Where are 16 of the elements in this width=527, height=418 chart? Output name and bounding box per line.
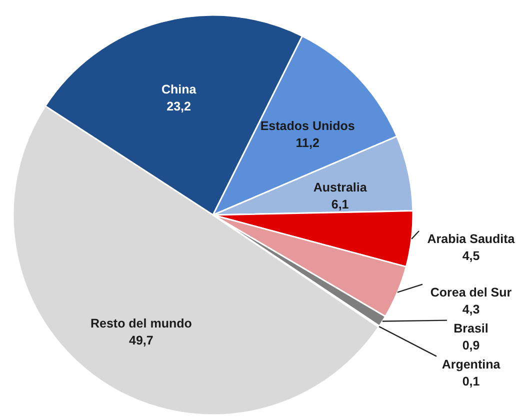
data-label: 0,1 bbox=[462, 374, 480, 388]
slice-label: Australia bbox=[313, 180, 368, 195]
slice-label: Argentina bbox=[442, 357, 502, 372]
data-label: 4,5 bbox=[462, 249, 480, 264]
data-label: 49,7 bbox=[129, 333, 154, 348]
slice-label: Estados Unidos bbox=[260, 118, 355, 133]
data-label: 23,2 bbox=[166, 100, 192, 114]
slice-label: Corea del Sur bbox=[430, 285, 512, 300]
data-label: 4,3 bbox=[462, 302, 480, 316]
data-label: 11,2 bbox=[296, 136, 320, 150]
data-label: 6,1 bbox=[331, 198, 349, 212]
slice-label: Resto del mundo bbox=[90, 316, 192, 330]
data-label: 0,9 bbox=[462, 338, 480, 352]
slice-label: China bbox=[161, 82, 198, 97]
slice-label: Arabia Saudita bbox=[427, 232, 516, 246]
slice-label: Brasil bbox=[454, 321, 488, 336]
